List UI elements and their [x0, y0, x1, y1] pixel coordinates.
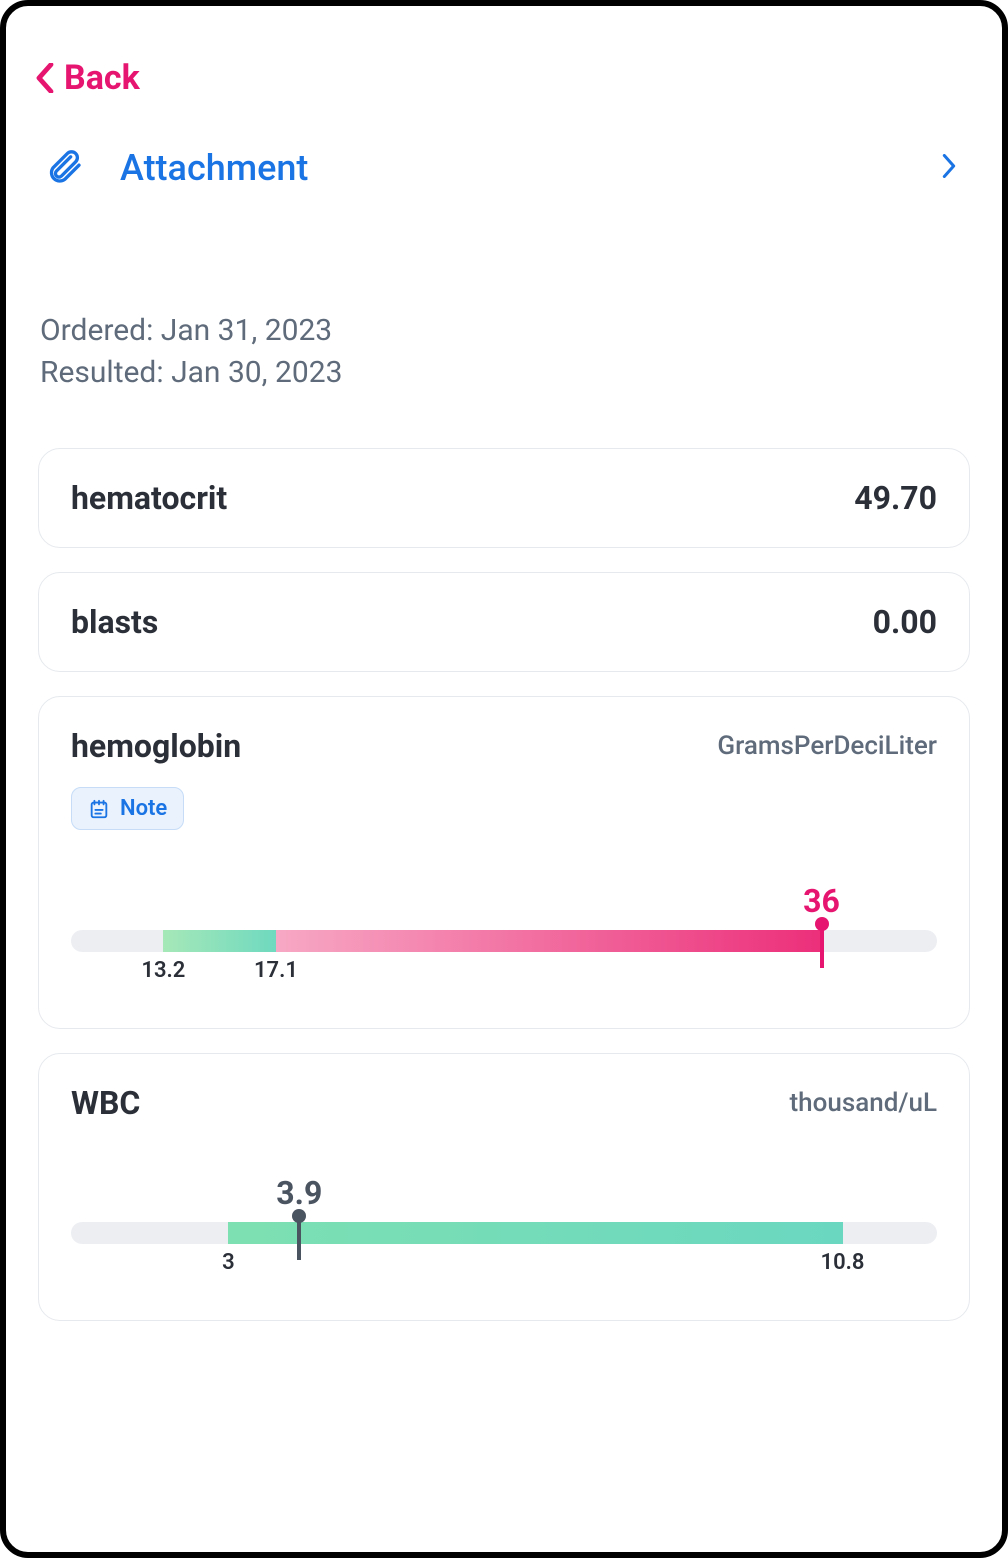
test-unit: thousand/uL [790, 1088, 937, 1118]
range-high-label: 10.8 [821, 1250, 865, 1275]
attachment-label: Attachment [120, 147, 942, 189]
test-value: 49.70 [854, 479, 937, 517]
range-marker [820, 922, 824, 968]
note-label: Note [120, 796, 167, 821]
range-chart-hemoglobin: 3613.217.1 [71, 888, 937, 998]
range-low-label: 13.2 [141, 958, 185, 983]
test-name: WBC [71, 1084, 140, 1122]
test-name: hemoglobin [71, 727, 241, 765]
resulted-prefix: Resulted: [40, 355, 171, 390]
result-card: blasts 0.00 [38, 572, 970, 672]
test-name: hematocrit [71, 479, 227, 517]
range-track [71, 1222, 937, 1244]
range-track [71, 930, 937, 952]
ordered-date: Jan 31, 2023 [161, 313, 332, 348]
range-normal-segment [228, 1222, 842, 1244]
test-unit: GramsPerDeciLiter [717, 731, 937, 761]
ordered-prefix: Ordered: [40, 313, 161, 348]
result-card: hematocrit 49.70 [38, 448, 970, 548]
app-frame: Back Attachment Ordered: Jan 31, 2023 Re… [0, 0, 1008, 1558]
note-icon [88, 798, 110, 820]
chevron-right-icon [942, 154, 956, 182]
resulted-line: Resulted: Jan 30, 2023 [40, 352, 968, 394]
results-list: hematocrit 49.70 blasts 0.00 hemoglobin … [6, 394, 1002, 1321]
back-button[interactable]: Back [6, 36, 1002, 108]
range-chart-wbc: 3.9310.8 [71, 1180, 937, 1290]
note-button[interactable]: Note [71, 787, 184, 830]
test-name: blasts [71, 603, 158, 641]
chevron-left-icon [36, 63, 54, 93]
range-value-label: 36 [803, 882, 840, 920]
range-marker [297, 1214, 301, 1260]
range-abnormal-segment [276, 930, 822, 952]
dates-block: Ordered: Jan 31, 2023 Resulted: Jan 30, … [6, 200, 1002, 394]
resulted-date: Jan 30, 2023 [171, 355, 342, 390]
attachment-row[interactable]: Attachment [6, 108, 1002, 200]
range-normal-segment [163, 930, 276, 952]
result-card: WBC thousand/uL 3.9 3 10.8 [38, 1053, 970, 1321]
paperclip-icon [44, 146, 84, 190]
range-value-label: 3.9 [276, 1174, 322, 1212]
ordered-line: Ordered: Jan 31, 2023 [40, 310, 968, 352]
test-value: 0.00 [873, 603, 937, 641]
range-low-label: 3 [222, 1250, 235, 1275]
back-label: Back [64, 58, 140, 98]
result-card: hemoglobin GramsPerDeciLiter Note 36 13.2… [38, 696, 970, 1029]
range-high-label: 17.1 [254, 958, 298, 983]
